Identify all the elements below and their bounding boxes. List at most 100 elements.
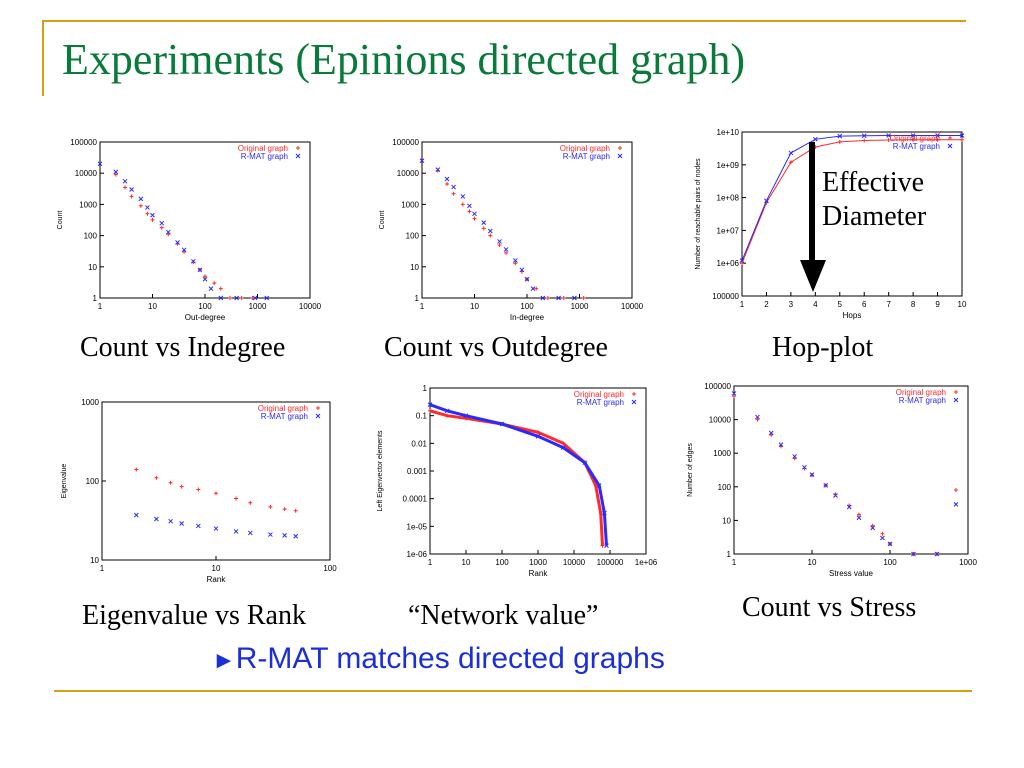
x-axis-label: In-degree — [510, 313, 545, 322]
data-point — [524, 276, 530, 282]
x-tick-label: 100 — [198, 302, 212, 311]
legend-label: Original graph — [890, 134, 940, 143]
caption-count-vs-indegree: Count vs Indegree — [80, 332, 286, 363]
data-point — [837, 133, 843, 139]
y-tick-label: 1000 — [713, 449, 731, 458]
y-tick-label: 100 — [718, 483, 732, 492]
data-point — [182, 249, 187, 254]
data-point — [154, 516, 159, 522]
x-tick-label: 100 — [520, 302, 534, 311]
y-axis-label: Eigenvalue — [61, 464, 68, 499]
data-point — [451, 191, 456, 196]
legend-marker — [953, 397, 959, 403]
accent-top-rule — [42, 20, 966, 22]
data-point — [887, 541, 893, 547]
data-point — [190, 258, 196, 264]
data-point — [823, 483, 829, 488]
legend-label: Original graph — [560, 144, 610, 153]
legend-label: R-MAT graph — [261, 412, 308, 421]
data-point — [960, 137, 964, 142]
x-tick-label: 10 — [958, 300, 967, 309]
y-tick-label: 0.0001 — [403, 495, 428, 504]
x-tick-label: 9 — [935, 300, 940, 309]
x-axis-label: Rank — [207, 575, 227, 584]
x-tick-label: 100 — [883, 558, 897, 567]
data-point — [203, 274, 207, 279]
data-point — [239, 296, 244, 300]
data-point — [556, 295, 561, 301]
data-point — [870, 523, 875, 528]
y-axis-label: Count — [379, 211, 386, 230]
data-point — [113, 169, 119, 175]
play-arrow-icon: ► — [212, 647, 236, 674]
data-point — [788, 150, 794, 156]
data-point — [604, 543, 609, 549]
x-tick-label: 10000 — [563, 558, 586, 567]
data-point — [166, 232, 171, 237]
data-point — [497, 242, 502, 247]
data-point — [451, 184, 456, 190]
data-point — [138, 196, 144, 202]
data-point — [837, 139, 842, 144]
data-point — [732, 394, 736, 399]
x-tick-label: 7 — [886, 300, 891, 309]
y-tick-label: 1 — [423, 384, 428, 393]
data-point — [755, 414, 760, 420]
data-point — [159, 225, 164, 230]
y-tick-label: 1e+08 — [717, 194, 740, 203]
y-tick-label: 1000 — [79, 200, 97, 209]
y-tick-label: 10000 — [397, 169, 420, 178]
data-point — [935, 133, 940, 138]
y-tick-label: 1e-05 — [407, 522, 428, 531]
legend-label: R-MAT graph — [563, 152, 610, 161]
series-line — [741, 139, 962, 264]
data-point — [197, 267, 203, 273]
data-point — [535, 433, 541, 439]
x-tick-label: 1000 — [571, 302, 589, 311]
data-point — [233, 529, 239, 534]
caption-network-value: “Network value” — [408, 600, 599, 631]
data-point — [159, 220, 165, 226]
y-tick-label: 1 — [93, 294, 98, 303]
y-axis-label: Number of reachable pairs of nodes — [695, 158, 702, 270]
data-point — [129, 187, 134, 192]
data-point — [268, 532, 273, 537]
data-point — [911, 137, 916, 142]
data-point — [598, 511, 603, 516]
annotation-line-2: Diameter — [822, 201, 927, 232]
x-tick-label: 1000 — [249, 302, 267, 311]
data-point — [122, 178, 128, 184]
series-line — [429, 403, 608, 546]
data-point — [129, 194, 134, 199]
data-point — [561, 296, 566, 300]
data-point — [234, 496, 239, 501]
data-point — [168, 480, 173, 485]
data-point — [293, 508, 298, 513]
data-point — [419, 158, 425, 164]
chart-svg: 1 10 100 1000 1 10 100 1000 10000 100000 Stress va… — [687, 382, 977, 578]
data-point — [530, 286, 536, 291]
data-point — [460, 194, 466, 199]
data-point — [435, 167, 441, 172]
data-point — [481, 226, 486, 231]
data-point — [870, 525, 876, 531]
data-point — [202, 276, 208, 282]
data-point — [536, 430, 540, 435]
data-point — [581, 296, 586, 300]
data-point — [463, 413, 469, 419]
x-axis-label: Hops — [843, 311, 862, 320]
data-point — [488, 233, 493, 238]
data-point — [196, 487, 201, 492]
y-tick-label: 10000 — [75, 169, 98, 178]
data-point — [545, 296, 550, 300]
x-tick-label: 8 — [911, 300, 916, 309]
data-point — [846, 504, 852, 510]
data-point — [293, 533, 299, 539]
data-point — [596, 483, 602, 488]
data-point — [168, 518, 173, 524]
x-tick-label: 100 — [323, 564, 337, 573]
data-point — [214, 491, 218, 496]
data-point — [428, 408, 432, 413]
data-point — [460, 202, 465, 207]
